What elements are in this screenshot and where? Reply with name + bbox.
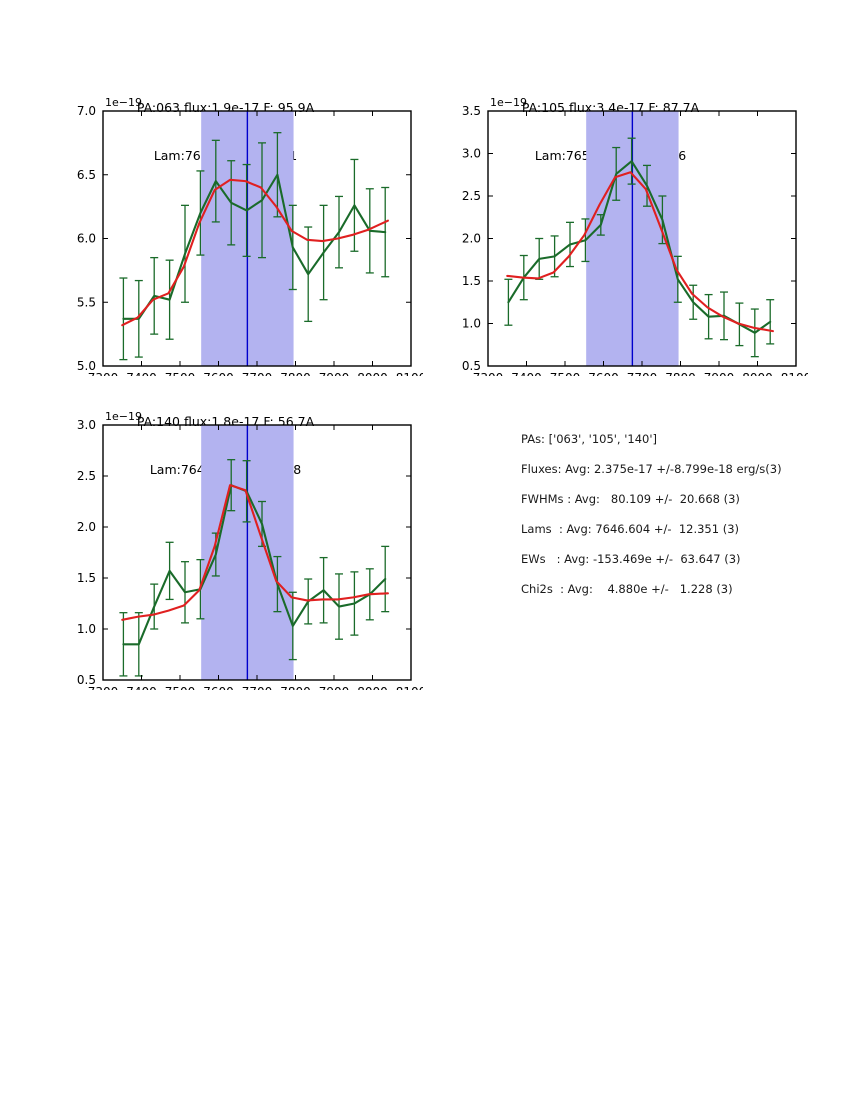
- x-tick-label: 7700: [627, 371, 658, 376]
- y-tick-label: 3.5: [462, 106, 481, 118]
- y-tick-label: 2.5: [77, 469, 96, 483]
- plot-canvas-pa-105: 7300 7400 7500 7600 7700 7800 7900 8000 8100 0.5 1…: [462, 106, 808, 376]
- summary-line-ews: EWs : Avg: -153.469e +/- 63.647 (3): [521, 552, 741, 566]
- x-tick-label: 7400: [126, 371, 157, 376]
- y-tick-label: 2.5: [462, 189, 481, 203]
- x-tick-label: 7300: [473, 371, 504, 376]
- x-tick-label: 8000: [742, 371, 773, 376]
- summary-line-chi2s: Chi2s : Avg: 4.880e +/- 1.228 (3): [521, 582, 733, 596]
- y-tick-label: 1.5: [77, 571, 96, 585]
- x-tick-label: 7600: [203, 371, 234, 376]
- data-series-fit: [121, 484, 389, 621]
- x-tick-label: 7300: [88, 371, 119, 376]
- plot-panel-pa-105: PA:105 flux:3.4e-17 F: 87.7A Lam:7658.5A…: [413, 68, 808, 378]
- data-series-observed: [122, 484, 387, 646]
- plot-panel-pa-063: PA:063 flux:1.9e-17 F: 95.9A Lam:7633.8A…: [28, 68, 423, 378]
- plot-canvas-pa-140: 7300 7400 7500 7600 7700 7800 7900 8000 8100 0.5 1…: [77, 420, 423, 690]
- x-tick-label: 7600: [203, 685, 234, 690]
- x-tick-label: 7900: [319, 685, 350, 690]
- y-tick-label: 0.5: [462, 359, 481, 373]
- plot-frame: [487, 110, 797, 367]
- data-series-fit: [121, 178, 389, 327]
- y-tick-label: 5.5: [77, 295, 96, 309]
- x-tick-label: 7400: [126, 685, 157, 690]
- summary-line-pas: PAs: ['063', '105', '140']: [521, 432, 658, 446]
- y-tick-label: 1.0: [462, 317, 481, 331]
- data-series-observed: [122, 173, 387, 320]
- x-tick-label: 7500: [165, 371, 196, 376]
- y-axis-exponent-label: 1e−19: [105, 410, 142, 423]
- y-tick-label: 3.0: [77, 420, 96, 432]
- plot-canvas-pa-063: 7300 7400 7500 7600 7700 7800 7900 8000 8100 5.0 5…: [77, 106, 423, 376]
- x-tick-label: 7600: [588, 371, 619, 376]
- x-tick-label: 7800: [665, 371, 696, 376]
- x-tick-label: 8000: [357, 371, 388, 376]
- x-tick-label: 7800: [280, 371, 311, 376]
- y-tick-label: 6.0: [77, 232, 96, 246]
- x-tick-label: 7700: [242, 685, 273, 690]
- y-tick-label: 3.0: [462, 147, 481, 161]
- y-tick-label: 6.5: [77, 168, 96, 182]
- axis-ticks: 7300 7400 7500 7600 7700 7800 7900 8000 8100 5.0 5…: [77, 106, 423, 376]
- y-tick-label: 5.0: [77, 359, 96, 373]
- x-tick-label: 8100: [781, 371, 808, 376]
- summary-line-fwhms: FWHMs : Avg: 80.109 +/- 20.668 (3): [521, 492, 740, 506]
- x-tick-label: 8000: [357, 685, 388, 690]
- plot-frame: [102, 110, 412, 367]
- y-axis-exponent-label: 1e−19: [490, 96, 527, 109]
- x-tick-label: 8100: [396, 685, 423, 690]
- x-tick-label: 7700: [242, 371, 273, 376]
- y-tick-label: 2.0: [77, 520, 96, 534]
- summary-line-fluxes: Fluxes: Avg: 2.375e-17 +/-8.799e-18 erg/…: [521, 462, 782, 476]
- x-tick-label: 7800: [280, 685, 311, 690]
- axis-ticks: 7300 7400 7500 7600 7700 7800 7900 8000 8100 0.5 1…: [462, 106, 808, 376]
- axis-ticks: 7300 7400 7500 7600 7700 7800 7900 8000 8100 0.5 1…: [77, 420, 423, 690]
- x-tick-label: 8100: [396, 371, 423, 376]
- plot-frame: [102, 424, 412, 681]
- x-tick-label: 7900: [704, 371, 735, 376]
- fit-summary-block: PAs: ['063', '105', '140'] Fluxes: Avg: …: [521, 432, 821, 612]
- x-tick-label: 7500: [550, 371, 581, 376]
- y-axis-exponent-label: 1e−19: [105, 96, 142, 109]
- x-tick-label: 7900: [319, 371, 350, 376]
- x-tick-label: 7300: [88, 685, 119, 690]
- summary-line-lams: Lams : Avg: 7646.604 +/- 12.351 (3): [521, 522, 740, 536]
- plot-panel-pa-140: PA:140 flux:1.8e-17 F: 56.7A Lam:7647.5A…: [28, 382, 423, 692]
- y-tick-label: 1.5: [462, 274, 481, 288]
- x-tick-label: 7400: [511, 371, 542, 376]
- y-tick-label: 7.0: [77, 106, 96, 118]
- data-series-fit: [506, 171, 774, 333]
- y-tick-label: 1.0: [77, 622, 96, 636]
- x-tick-label: 7500: [165, 685, 196, 690]
- y-tick-label: 0.5: [77, 673, 96, 687]
- y-tick-label: 2.0: [462, 232, 481, 246]
